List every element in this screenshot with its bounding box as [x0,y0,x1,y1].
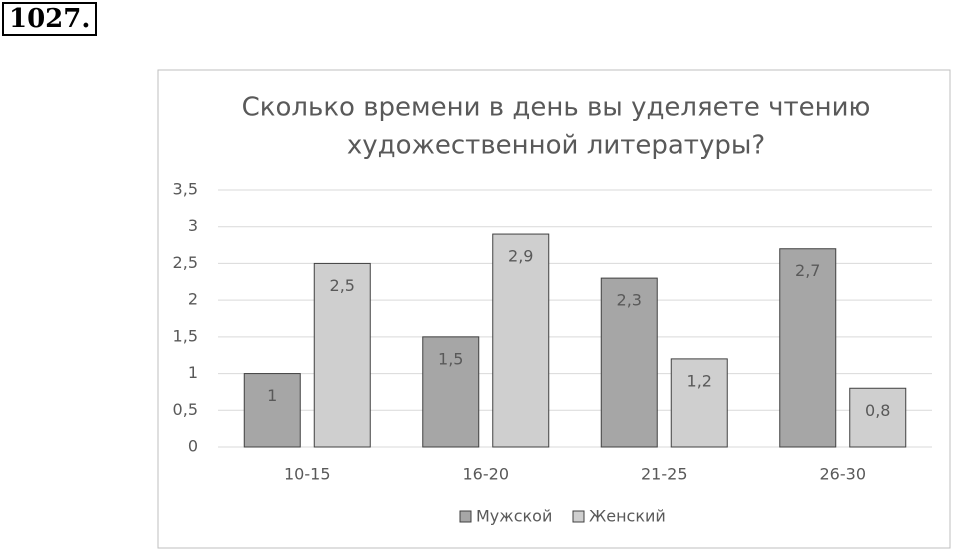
y-tick-label: 0 [188,437,198,456]
bar [779,248,837,448]
x-tick-label: 26-30 [820,465,867,484]
value-label: 1,5 [438,349,463,368]
chart-title: художественной литературы? [347,131,765,161]
bar [313,262,371,448]
value-label: 2,3 [617,291,642,310]
bar [670,358,728,448]
y-tick-label: 2 [188,290,198,309]
value-label: 2,5 [330,276,355,295]
bar [600,277,658,448]
value-label: 0,8 [865,401,890,420]
legend-swatch [572,510,585,523]
x-tick-label: 21-25 [641,465,688,484]
legend-swatch [459,510,472,523]
y-tick-label: 1,5 [173,326,198,345]
value-label: 2,9 [508,247,533,266]
bar [849,387,907,448]
value-label: 2,7 [795,261,820,280]
bar [492,233,550,448]
problem-number: 1027. [2,2,98,36]
bar [243,373,301,448]
y-tick-label: 3,5 [173,180,198,199]
value-label: 1 [267,386,277,405]
y-tick-label: 3 [188,216,198,235]
y-tick-label: 1 [188,363,198,382]
legend-label: Мужской [476,507,552,526]
y-tick-label: 2,5 [173,253,198,272]
legend-label: Женский [589,507,666,526]
x-tick-label: 10-15 [284,465,331,484]
x-tick-label: 16-20 [463,465,510,484]
bar [422,336,480,448]
value-label: 1,2 [687,371,712,390]
chart-title: Сколько времени в день вы уделяете чтени… [242,93,871,123]
y-tick-label: 0,5 [173,400,198,419]
